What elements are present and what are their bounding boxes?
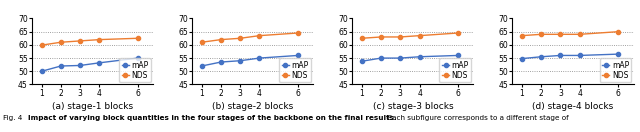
NDS [236, 37, 244, 39]
X-axis label: (a) stage-1 blocks: (a) stage-1 blocks [52, 102, 133, 111]
NDS [358, 37, 365, 39]
mAP [134, 57, 141, 59]
NDS [134, 37, 141, 39]
NDS [518, 35, 526, 36]
mAP [57, 65, 65, 67]
Line: mAP: mAP [40, 56, 140, 73]
X-axis label: (c) stage-3 blocks: (c) stage-3 blocks [372, 102, 453, 111]
Line: mAP: mAP [200, 53, 300, 68]
Line: NDS: NDS [520, 30, 620, 38]
Line: mAP: mAP [520, 52, 620, 61]
mAP [614, 53, 622, 55]
NDS [614, 31, 622, 32]
NDS [217, 39, 225, 40]
NDS [454, 32, 462, 34]
Legend: mAP, NDS: mAP, NDS [440, 58, 471, 82]
Line: NDS: NDS [200, 31, 300, 44]
NDS [255, 35, 263, 36]
mAP [217, 61, 225, 63]
mAP [358, 60, 365, 62]
X-axis label: (d) stage-4 blocks: (d) stage-4 blocks [532, 102, 614, 111]
Line: NDS: NDS [40, 36, 140, 47]
NDS [38, 44, 45, 46]
mAP [454, 55, 462, 56]
NDS [198, 41, 205, 43]
mAP [294, 55, 302, 56]
Legend: mAP, NDS: mAP, NDS [279, 58, 311, 82]
Text: Each subfigure corresponds to a different stage of: Each subfigure corresponds to a differen… [383, 115, 568, 121]
mAP [576, 55, 584, 56]
Text: Impact of varying block quantities in the four stages of the backbone on the fin: Impact of varying block quantities in th… [28, 115, 396, 121]
mAP [397, 57, 404, 59]
NDS [57, 41, 65, 43]
mAP [377, 57, 385, 59]
NDS [377, 36, 385, 38]
mAP [518, 58, 526, 59]
NDS [416, 35, 424, 36]
Legend: mAP, NDS: mAP, NDS [119, 58, 151, 82]
mAP [557, 55, 564, 56]
Line: NDS: NDS [360, 31, 460, 40]
NDS [294, 32, 302, 34]
NDS [397, 36, 404, 38]
mAP [95, 62, 103, 64]
mAP [76, 65, 84, 66]
Text: Fig. 4: Fig. 4 [3, 115, 27, 121]
NDS [95, 39, 103, 40]
mAP [198, 65, 205, 67]
Line: mAP: mAP [360, 53, 460, 63]
NDS [576, 34, 584, 35]
NDS [76, 40, 84, 42]
mAP [416, 56, 424, 58]
mAP [538, 56, 545, 58]
X-axis label: (b) stage-2 blocks: (b) stage-2 blocks [212, 102, 293, 111]
NDS [557, 34, 564, 35]
NDS [538, 34, 545, 35]
mAP [38, 70, 45, 72]
mAP [255, 57, 263, 59]
mAP [236, 60, 244, 62]
Legend: mAP, NDS: mAP, NDS [600, 58, 631, 82]
